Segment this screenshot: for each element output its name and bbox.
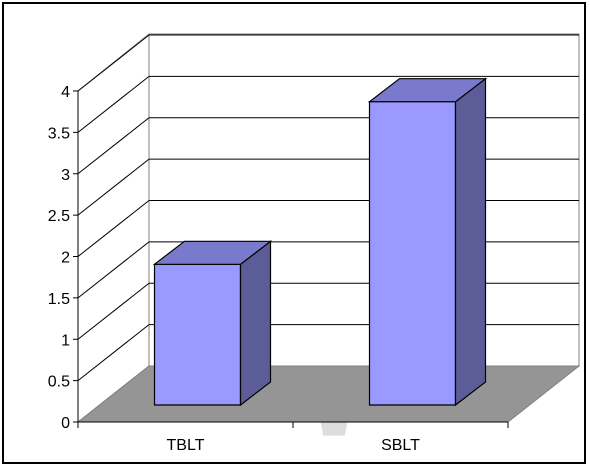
- bar-tblt: [152, 240, 273, 407]
- bar-side: [454, 77, 487, 407]
- gridlines: [77, 34, 579, 382]
- y-tick-label: 2.5: [48, 208, 70, 225]
- gridline-diagonal: [77, 241, 150, 299]
- y-tick-label: 1: [61, 332, 70, 349]
- y-tick-label: 3.5: [48, 125, 70, 142]
- bar-chart: 0 0.5 1 1.5 2 2.5 3 3.5 4 TBLT SBLT: [48, 32, 581, 454]
- bar-top: [152, 240, 273, 265]
- y-tick-label: 0.5: [48, 374, 70, 391]
- x-category-label: SBLT: [381, 437, 420, 454]
- y-tick-label: 0: [61, 415, 70, 432]
- x-axis: TBLT SBLT: [77, 421, 509, 454]
- gridline-diagonal: [77, 34, 150, 92]
- bar-sblt: [367, 77, 488, 407]
- bar-front: [368, 101, 457, 406]
- y-tick-label: 3: [61, 167, 70, 184]
- bars: [152, 77, 488, 407]
- gridline-diagonal: [77, 117, 150, 175]
- y-tick-label: 4: [61, 84, 70, 101]
- y-tick-label: 2: [61, 250, 70, 267]
- chart-frame: 0 0.5 1 1.5 2 2.5 3 3.5 4 TBLT SBLT: [2, 2, 586, 464]
- bar-top: [367, 78, 488, 103]
- gridline-diagonal: [77, 282, 150, 340]
- gridline-diagonal: [77, 75, 150, 133]
- bar-front: [153, 263, 242, 406]
- floor: [76, 365, 581, 423]
- x-category-label: TBLT: [167, 437, 205, 454]
- gridline-diagonal: [77, 324, 150, 382]
- gridline-diagonal: [77, 158, 150, 216]
- gridline-diagonal: [77, 200, 150, 257]
- bar-side: [239, 240, 272, 407]
- y-axis: 0 0.5 1 1.5 2 2.5 3 3.5 4: [48, 84, 79, 432]
- y-tick-label: 1.5: [48, 291, 70, 308]
